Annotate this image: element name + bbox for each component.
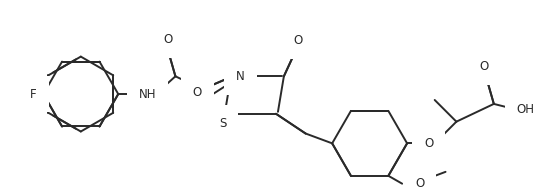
Text: F: F [30, 88, 37, 101]
Text: OH: OH [517, 103, 534, 116]
Text: O: O [293, 34, 302, 47]
Text: O: O [163, 33, 172, 46]
Text: N: N [236, 70, 245, 83]
Text: O: O [479, 60, 489, 73]
Text: NH: NH [139, 88, 156, 101]
Text: S: S [219, 117, 226, 130]
Text: O: O [424, 137, 433, 150]
Text: O: O [415, 177, 424, 190]
Text: O: O [193, 86, 201, 99]
